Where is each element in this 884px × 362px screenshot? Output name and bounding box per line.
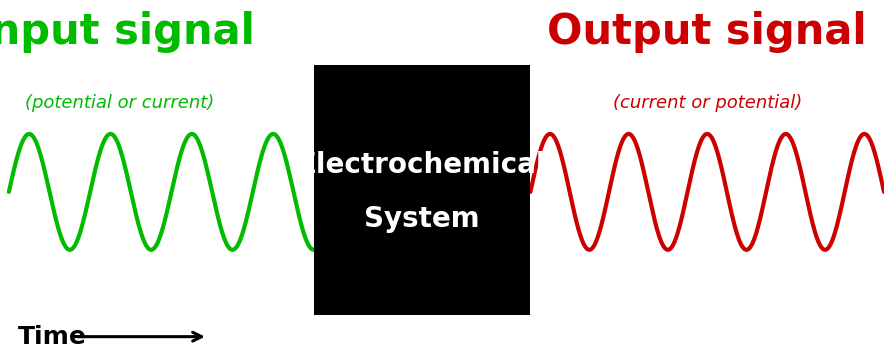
Text: (potential or current): (potential or current) [25,94,214,112]
Text: Time: Time [18,325,87,349]
Text: Output signal: Output signal [547,11,867,53]
Text: Input signal: Input signal [0,11,255,53]
Text: (current or potential): (current or potential) [613,94,802,112]
Text: Electrochemical: Electrochemical [298,151,546,179]
Text: System: System [364,205,480,233]
Bar [314,65,530,315]
